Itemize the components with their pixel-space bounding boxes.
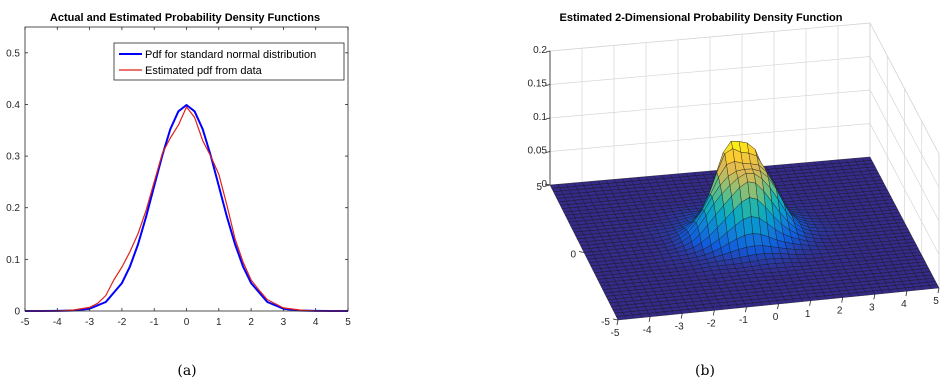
y-tick-label: 0 [14,307,20,318]
x-tick-label: 3 [869,302,875,313]
legend-box [113,42,345,81]
x-tick-label: 4 [901,299,907,310]
x-tick-label: -1 [739,315,748,326]
x-tick-mark [905,291,908,297]
y-tick-label: -5 [601,317,610,328]
y-tick-mark [544,183,551,186]
x-tick-label: -3 [85,317,94,328]
legend-label: Pdf for standard normal distribution [145,49,316,61]
panel-b-surface-plot: Estimated 2-Dimensional Probability Dens… [528,12,940,339]
surface-patch [616,315,627,321]
z-tick-label: 0.15 [528,79,548,90]
x-tick-mark [809,300,811,306]
x-tick-label: 5 [345,317,351,328]
z-tick-label: 0.2 [533,45,547,56]
x-tick-label: 1 [216,317,222,328]
x-tick-label: -5 [21,317,30,328]
legend-label: Estimated pdf from data [145,65,263,77]
y-tick-label: 0.3 [6,152,20,163]
panel-b-title: Estimated 2-Dimensional Probability Dens… [560,12,843,24]
y-tick-label: 5 [536,182,542,193]
y-tick-mark [578,251,585,253]
x-tick-label: 1 [805,309,811,320]
x-tick-label: 0 [773,312,779,323]
x-tick-mark [873,294,876,300]
x-tick-label: 3 [281,317,287,328]
x-tick-label: -3 [675,322,684,333]
panel-a-line-chart: Actual and Estimated Probability Density… [6,12,351,328]
y-tick-label: 0.5 [6,48,20,59]
z-tick-label: 0.05 [528,146,548,157]
x-tick-mark [616,319,619,326]
x-tick-label: 2 [837,306,843,317]
y-tick-label: 0.4 [6,100,20,111]
caption-a: (a) [177,363,196,379]
x-tick-mark [777,303,779,310]
x-tick-mark [745,307,747,313]
z-tick-mark [545,50,551,53]
z-tick-label: 0 [541,179,547,190]
x-tick-label: -2 [707,318,716,329]
x-tick-mark [712,310,715,316]
z-tick-mark [545,151,551,153]
x-tick-mark [937,287,940,294]
series-line-standard-normal [25,104,348,312]
x-tick-label: -4 [53,317,62,328]
panel-a-legend: Pdf for standard normal distribution Esti… [113,42,345,81]
y-tick-mark [612,318,619,321]
z-tick-label: 0.1 [533,112,547,123]
z-tick-mark [545,84,551,86]
series-line-estimated [25,106,348,312]
caption-b: (b) [695,363,715,379]
x-tick-mark [648,316,651,322]
y-tick-label: 0.1 [6,255,20,266]
x-tick-label: -1 [150,317,159,328]
z-tick-mark [545,117,551,120]
x-tick-label: 5 [933,296,939,307]
y-tick-label: 0 [570,250,576,261]
x-tick-label: 4 [313,317,319,328]
panel-a-title: Actual and Estimated Probability Density… [50,12,320,24]
y-tick-label: 0.2 [6,203,20,214]
x-tick-mark [841,297,844,303]
x-tick-label: -4 [643,325,652,336]
x-tick-label: -2 [117,317,126,328]
x-tick-label: 2 [248,317,254,328]
panel-b-surface [549,140,940,321]
x-tick-label: -5 [611,328,620,339]
x-tick-mark [680,313,683,319]
x-tick-label: 0 [184,317,190,328]
